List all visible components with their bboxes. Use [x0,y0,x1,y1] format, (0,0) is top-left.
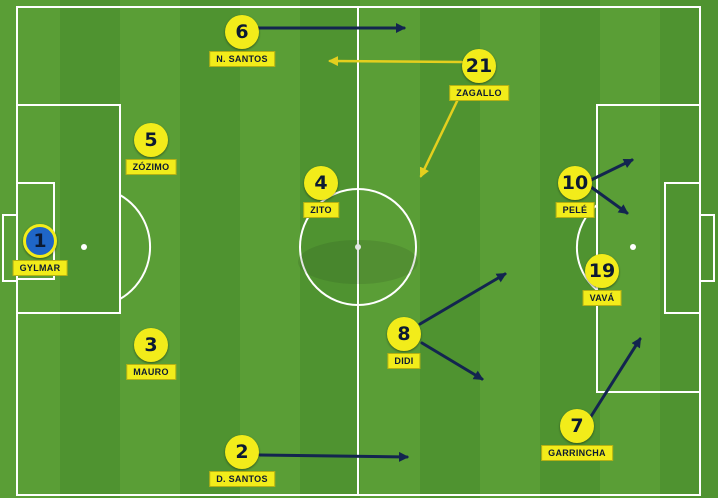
player-number: 19 [585,254,619,288]
center-spot [355,244,361,250]
player-number: 10 [558,166,592,200]
player-name-label: D. SANTOS [209,471,275,487]
player-name-label: DIDI [387,353,421,369]
player-number: 5 [134,123,168,157]
pitch-spots [81,244,636,250]
player-number: 8 [387,317,421,351]
pitch-markings [2,6,715,496]
left-penalty-arc [119,194,152,300]
right-goal [699,214,715,282]
run-arrow-pele-down [589,185,629,215]
center-circle [299,188,417,306]
zagallo-arrow-left [328,56,464,67]
run-arrow-d-santos [258,451,409,462]
run-arrow-didi-down [420,341,484,381]
player-name-label: ZAGALLO [449,85,509,101]
player-name-label: MAURO [126,364,176,380]
right-penalty-spot [630,244,636,250]
player-number: 7 [560,409,594,443]
zagallo-movements [328,56,464,178]
player-name-label: GYLMAR [12,260,68,276]
player-number: 2 [225,435,259,469]
player-number: 6 [225,15,259,49]
player-number: 1 [23,224,57,258]
player-number: 3 [134,328,168,362]
player-name-label: ZITO [303,202,339,218]
zagallo-arrow-down [419,93,462,178]
attacking-runs [256,23,642,462]
left-goal [2,214,18,282]
run-arrow-didi-up [418,272,507,326]
player-number: 4 [304,166,338,200]
player-name-label: GARRINCHA [541,445,613,461]
player-name-label: PELÉ [555,202,595,218]
player-number: 21 [462,49,496,83]
run-arrow-pele-up [589,158,634,182]
run-arrow-garrincha [588,337,642,420]
left-penalty-spot [81,244,87,250]
player-name-label: N. SANTOS [209,51,275,67]
player-name-label: ZÓZIMO [125,159,177,175]
center-watermark [298,240,418,284]
player-name-label: VAVÁ [582,290,622,306]
